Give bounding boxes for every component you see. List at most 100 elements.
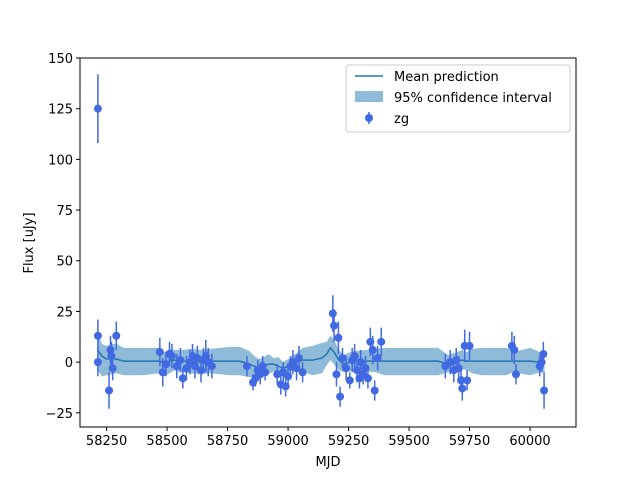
point-marker <box>294 354 303 363</box>
data-point <box>377 327 386 357</box>
point-marker <box>345 376 354 385</box>
data-point <box>193 345 202 371</box>
data-point <box>167 343 176 369</box>
data-point <box>465 331 474 361</box>
data-point <box>261 364 270 381</box>
point-marker <box>330 321 339 330</box>
data-point <box>93 74 102 144</box>
point-marker <box>332 370 341 379</box>
data-point <box>363 368 372 389</box>
point-marker <box>207 362 216 371</box>
point-marker <box>446 358 455 367</box>
data-point <box>288 349 297 375</box>
point-marker <box>465 341 474 350</box>
point-marker <box>510 345 519 354</box>
data-point <box>336 386 345 407</box>
data-point <box>350 343 359 369</box>
point-marker <box>377 337 386 346</box>
data-point <box>161 351 170 377</box>
point-marker <box>176 356 185 365</box>
point-marker <box>539 350 548 359</box>
data-point <box>338 347 347 369</box>
y-tick-label: 150 <box>48 52 73 67</box>
point-marker <box>193 354 202 363</box>
point-marker <box>167 352 176 361</box>
point-marker <box>288 358 297 367</box>
data-point <box>93 347 102 377</box>
y-tick-label: 75 <box>56 204 73 219</box>
data-point <box>182 356 191 381</box>
point-marker <box>178 374 187 383</box>
legend-band-label: 95% confidence interval <box>394 91 552 106</box>
point-marker <box>342 364 351 373</box>
data-point <box>112 321 121 350</box>
data-point <box>178 368 187 389</box>
legend-box <box>345 64 571 133</box>
legend-band-swatch <box>355 91 383 102</box>
point-marker <box>261 368 270 377</box>
point-marker <box>112 331 121 340</box>
x-tick-label: 60000 <box>509 434 550 449</box>
y-axis-label: Flux [uJy] <box>22 212 37 273</box>
data-point <box>510 335 519 365</box>
point-marker <box>458 384 467 393</box>
data-point <box>511 364 520 385</box>
legend-mean-label: Mean prediction <box>394 70 499 85</box>
point-marker <box>273 370 282 379</box>
data-point <box>458 376 467 401</box>
point-marker <box>105 386 114 395</box>
x-axis-ticks: 58250 58500 58750 59000 59250 59500 59750 60000 <box>86 427 551 449</box>
y-tick-label: 50 <box>56 255 73 270</box>
data-point <box>93 319 102 352</box>
data-point <box>105 372 114 409</box>
point-marker <box>108 364 117 373</box>
x-tick-label: 58500 <box>146 434 187 449</box>
data-point <box>242 356 251 377</box>
data-point <box>345 372 354 389</box>
x-tick-label: 59500 <box>388 434 429 449</box>
point-marker <box>537 358 546 367</box>
point-marker <box>298 368 307 377</box>
x-tick-label: 59000 <box>267 434 308 449</box>
point-marker <box>93 104 102 113</box>
data-point <box>330 309 339 342</box>
point-marker <box>242 362 251 371</box>
point-marker <box>107 352 116 361</box>
point-marker <box>334 333 343 342</box>
point-marker <box>463 376 472 385</box>
point-marker <box>363 374 372 383</box>
point-marker <box>454 364 463 373</box>
data-point <box>368 335 377 365</box>
point-marker <box>457 376 466 385</box>
point-marker <box>182 364 191 373</box>
x-tick-label: 58750 <box>207 434 248 449</box>
point-marker <box>158 368 167 377</box>
y-tick-label: 25 <box>56 305 73 320</box>
y-tick-label: −25 <box>46 407 73 422</box>
point-marker <box>350 352 359 361</box>
y-axis-ticks: −25 0 25 50 75 100 125 150 <box>46 52 80 422</box>
point-marker <box>540 386 549 395</box>
data-point <box>108 356 117 381</box>
data-point <box>298 362 307 383</box>
data-point <box>172 354 181 379</box>
data-point <box>155 337 164 367</box>
data-point <box>342 356 351 381</box>
point-marker <box>93 331 102 340</box>
data-point <box>332 362 341 387</box>
x-axis-label: MJD <box>315 455 340 470</box>
data-point <box>294 345 303 371</box>
legend: Mean prediction 95% confidence interval … <box>345 64 571 133</box>
point-marker <box>373 354 382 363</box>
plot-frame <box>79 57 577 428</box>
x-tick-label: 59750 <box>449 434 490 449</box>
data-point <box>370 380 379 401</box>
data-point <box>539 341 548 367</box>
point-marker <box>336 392 345 401</box>
point-marker <box>161 360 170 369</box>
legend-zg-label: zg <box>394 112 409 127</box>
y-tick-label: 100 <box>48 153 73 168</box>
y-tick-label: 0 <box>65 356 73 371</box>
x-tick-label: 59250 <box>328 434 369 449</box>
